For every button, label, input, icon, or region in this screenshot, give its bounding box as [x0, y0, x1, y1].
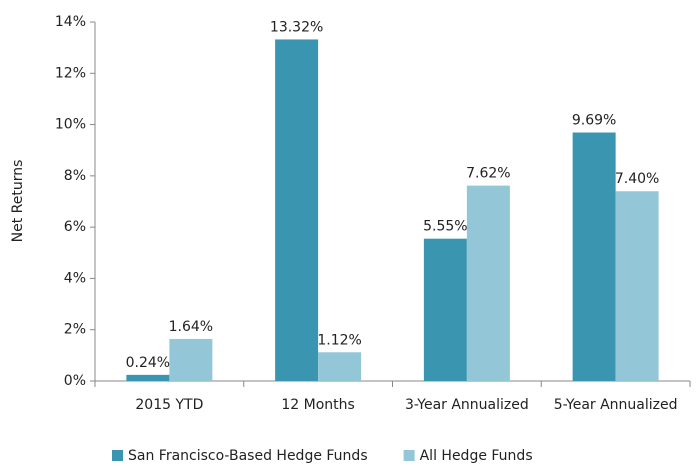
bar	[572, 132, 616, 381]
bar	[126, 374, 170, 381]
bar	[615, 191, 659, 381]
bar	[466, 185, 510, 381]
bar	[169, 338, 213, 381]
data-label: 13.32%	[270, 19, 323, 35]
y-tick-label: 14%	[55, 14, 86, 30]
x-tick-label: 5-Year Annualized	[553, 397, 678, 413]
x-tick-label: 3-Year Annualized	[404, 397, 529, 413]
y-tick-label: 6%	[64, 219, 86, 235]
data-label: 1.64%	[169, 319, 213, 335]
data-label: 7.62%	[466, 166, 510, 182]
y-axis-title: Net Returns	[10, 160, 26, 243]
legend-label: All Hedge Funds	[420, 448, 533, 464]
y-tick-label: 4%	[64, 270, 86, 286]
y-tick-label: 8%	[64, 168, 86, 184]
bar	[318, 352, 362, 381]
bar	[423, 238, 467, 381]
data-label: 0.24%	[126, 355, 170, 371]
y-tick-label: 2%	[64, 322, 86, 338]
legend-label: San Francisco-Based Hedge Funds	[128, 448, 368, 464]
x-tick-label: 12 Months	[281, 397, 355, 413]
data-label: 1.12%	[317, 332, 361, 348]
legend-swatch	[403, 450, 415, 461]
y-tick-label: 0%	[64, 373, 86, 389]
legend-swatch	[112, 450, 123, 461]
bar	[275, 39, 319, 382]
y-tick-label: 10%	[55, 117, 86, 133]
data-label: 5.55%	[423, 219, 467, 235]
x-tick-label: 2015 YTD	[135, 397, 204, 413]
y-tick-label: 12%	[55, 65, 86, 81]
data-label: 9.69%	[572, 113, 616, 129]
data-label: 7.40%	[615, 171, 659, 187]
